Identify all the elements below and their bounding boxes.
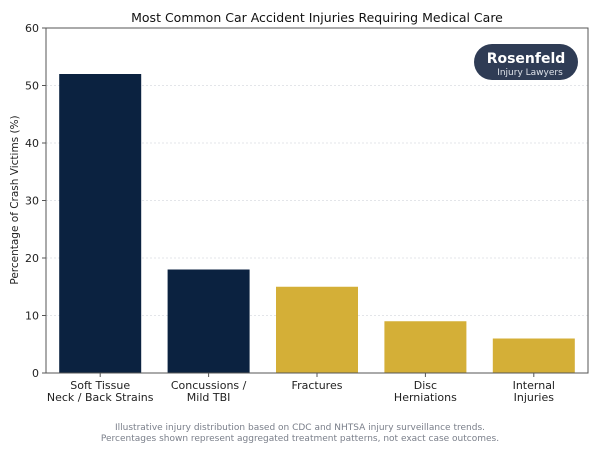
y-tick-label: 60 <box>25 22 39 35</box>
bar <box>59 74 142 373</box>
y-axis-label: Percentage of Crash Victims (%) <box>9 115 21 284</box>
bar <box>384 321 467 373</box>
logo-tagline: Injury Lawyers <box>497 68 563 78</box>
bar <box>276 286 358 373</box>
bar <box>492 338 575 373</box>
y-tick-label: 50 <box>25 80 39 93</box>
x-tick-label: Injuries <box>514 391 555 404</box>
chart-title: Most Common Car Accident Injuries Requir… <box>131 10 503 25</box>
bar <box>167 269 250 373</box>
y-tick-label: 20 <box>25 252 39 265</box>
y-tick-label: 30 <box>25 195 39 208</box>
x-tick-label: Herniations <box>394 391 457 404</box>
footnote-line-1: Illustrative injury distribution based o… <box>115 423 485 433</box>
x-tick-label: Disc <box>414 379 437 392</box>
rosenfeld-logo: Rosenfeld Injury Lawyers <box>474 44 578 80</box>
y-tick-label: 40 <box>25 137 39 150</box>
x-tick-label: Internal <box>513 379 555 392</box>
footnote-line-2: Percentages shown represent aggregated t… <box>101 434 499 444</box>
x-tick-label: Neck / Back Strains <box>47 391 154 404</box>
x-tick-label: Mild TBI <box>187 391 231 404</box>
x-tick-label: Fractures <box>292 379 343 392</box>
y-tick-label: 10 <box>25 310 39 323</box>
x-tick-label: Concussions / <box>171 379 247 392</box>
y-tick-label: 0 <box>32 367 39 380</box>
x-tick-label: Soft Tissue <box>70 379 130 392</box>
logo-name: Rosenfeld <box>487 51 566 67</box>
